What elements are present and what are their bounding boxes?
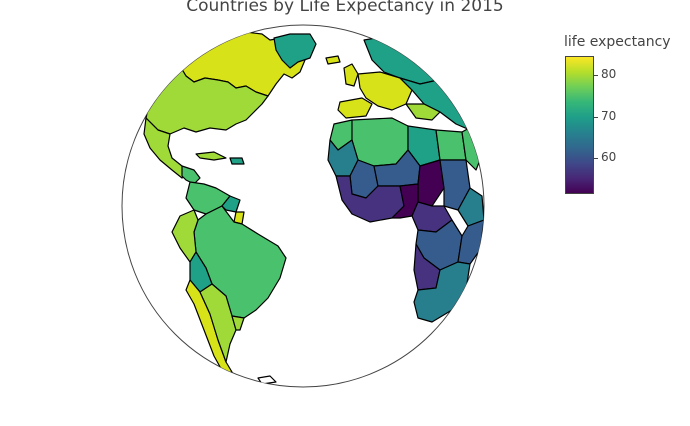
colorbar-tick-mark (594, 116, 598, 118)
country-ethiopia[interactable] (457, 187, 484, 227)
country-argentina[interactable] (199, 283, 237, 363)
country-uk[interactable] (343, 63, 359, 87)
country-spain[interactable] (337, 97, 373, 119)
colorbar-tick-mark (594, 158, 598, 160)
country-hispaniola[interactable] (229, 157, 245, 165)
region-central-europe[interactable] (357, 71, 413, 111)
country-uruguay[interactable] (231, 315, 245, 331)
region-balkans[interactable] (405, 103, 441, 121)
colorbar-title: life expectancy (564, 34, 671, 50)
country-egypt[interactable] (435, 129, 467, 161)
country-nigeria[interactable] (391, 183, 419, 219)
colorbar (565, 56, 594, 194)
colorbar-tick-label: 60 (601, 150, 617, 165)
country-guianas[interactable] (221, 195, 241, 213)
country-iceland[interactable] (325, 55, 341, 65)
country-greenland[interactable] (273, 33, 317, 69)
colorbar-tick-label: 80 (601, 66, 617, 81)
country-algeria[interactable] (351, 117, 409, 167)
colorbar-tick-label: 70 (601, 108, 617, 123)
colorbar-tick-mark (594, 74, 598, 76)
chart-title: Countries by Life Expectancy in 2015 (186, 0, 504, 16)
region-eastern-europe[interactable] (399, 77, 471, 131)
country-cuba[interactable] (195, 151, 227, 161)
country-madagascar[interactable] (475, 271, 484, 305)
